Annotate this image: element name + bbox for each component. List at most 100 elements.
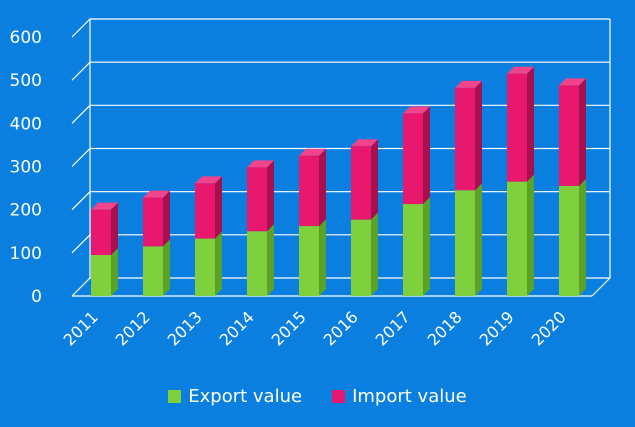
y-tick-label: 500 <box>10 71 42 91</box>
export-bar-2012-front <box>143 246 163 296</box>
x-tick-label: 2012 <box>112 307 154 349</box>
x-tick-label: 2015 <box>268 307 310 349</box>
import-bar-2014-side <box>267 160 274 232</box>
import-bar-2012-front <box>143 197 163 247</box>
import-bar-2018 <box>455 80 482 191</box>
import-bar-2020-front <box>559 85 579 186</box>
import-bar-2012-side <box>163 190 170 247</box>
import-bar-2011-side <box>111 202 118 255</box>
x-tick-label: 2011 <box>60 307 102 349</box>
export-bar-2016-front <box>351 219 371 296</box>
y-tick-label: 400 <box>10 114 42 134</box>
export-bar-2013-front <box>195 238 215 296</box>
legend-item-import: Import value <box>332 386 467 407</box>
import-bar-2015-side <box>319 148 326 227</box>
legend: Export value Import value <box>0 386 635 407</box>
import-bar-2015 <box>299 148 326 227</box>
import-bar-2020 <box>559 78 586 186</box>
x-tick-label: 2014 <box>216 307 258 349</box>
import-bar-2013-top <box>195 176 222 184</box>
export-bar-2011-side <box>111 247 118 296</box>
export-bar-2014-front <box>247 231 267 296</box>
legend-item-export: Export value <box>168 386 302 407</box>
export-bar-2015-side <box>319 219 326 296</box>
import-bar-2016-top <box>351 139 378 147</box>
export-bar-2018-side <box>475 183 482 296</box>
bars-layer <box>91 66 586 296</box>
gridline <box>71 18 610 38</box>
export-bar-2018 <box>455 183 482 296</box>
export-bar-2015-front <box>299 226 319 296</box>
export-bar-2019 <box>507 174 534 296</box>
y-tick-label: 300 <box>10 158 42 178</box>
export-bar-2019-side <box>527 174 534 296</box>
export-bar-2016 <box>351 212 378 296</box>
x-tick-label: 2016 <box>320 307 362 349</box>
x-tick-label: 2013 <box>164 307 206 349</box>
import-bar-2017 <box>403 106 430 205</box>
import-bar-2013-front <box>195 183 215 239</box>
import-bar-2020-top <box>559 78 586 86</box>
import-bar-2019-top <box>507 66 534 74</box>
y-tick-label: 200 <box>10 201 42 221</box>
import-bar-2011-top <box>91 202 118 210</box>
y-tick-label: 0 <box>31 287 42 307</box>
x-tick-label: 2019 <box>476 307 518 349</box>
import-bar-2018-side <box>475 80 482 191</box>
legend-label-export: Export value <box>188 386 303 407</box>
import-bar-2019-front <box>507 73 527 182</box>
import-bar-2015-front <box>299 155 319 227</box>
export-bar-2011 <box>91 247 118 296</box>
export-bar-2014 <box>247 224 274 296</box>
floor-right-edge <box>591 277 611 297</box>
x-tick-label: 2020 <box>528 307 570 349</box>
x-tick-label: 2017 <box>372 307 414 349</box>
export-bar-2020 <box>559 178 586 296</box>
export-bar-2017-side <box>423 197 430 296</box>
export-bar-2012 <box>143 239 170 296</box>
export-bar-2020-front <box>559 185 579 296</box>
x-tick-label: 2018 <box>424 307 466 349</box>
import-bar-2014-top <box>247 160 274 168</box>
export-bar-2011-front <box>91 254 111 296</box>
import-bar-2017-front <box>403 113 423 205</box>
import-bar-2015-top <box>299 148 326 156</box>
import-bar-2013 <box>195 176 222 239</box>
export-bar-2016-side <box>371 212 378 296</box>
import-bar-2019-side <box>527 66 534 182</box>
import-bar-2018-front <box>455 87 475 191</box>
export-bar-2015 <box>299 219 326 296</box>
import-bar-2011-front <box>91 209 111 255</box>
export-bar-2017-front <box>403 204 423 296</box>
import-bar-2017-top <box>403 106 430 114</box>
import-bar-2016-side <box>371 139 378 220</box>
export-bar-2018-front <box>455 190 475 296</box>
import-bar-2016-front <box>351 146 371 220</box>
export-bar-2020-side <box>579 178 586 296</box>
import-bar-2017-side <box>423 106 430 205</box>
import-bar-2014-front <box>247 167 267 232</box>
import-bar-2018-top <box>455 80 482 88</box>
import-bar-2016 <box>351 139 378 220</box>
import-bar-2014 <box>247 160 274 232</box>
import-bar-2012 <box>143 190 170 247</box>
y-tick-label: 600 <box>10 28 42 48</box>
export-bar-2017 <box>403 197 430 296</box>
legend-swatch-export <box>168 390 182 403</box>
import-bar-2013-side <box>215 176 222 239</box>
export-bar-2013-side <box>215 231 222 296</box>
export-bar-2019-front <box>507 181 527 296</box>
import-bar-2012-top <box>143 190 170 198</box>
import-bar-2019 <box>507 66 534 182</box>
y-tick-label: 100 <box>10 244 42 264</box>
import-bar-2020-side <box>579 78 586 186</box>
export-bar-2014-side <box>267 224 274 296</box>
legend-swatch-import <box>332 390 346 403</box>
import-bar-2011 <box>91 202 118 255</box>
export-bar-2013 <box>195 231 222 296</box>
grid-layer <box>71 18 611 297</box>
legend-label-import: Import value <box>352 386 467 407</box>
